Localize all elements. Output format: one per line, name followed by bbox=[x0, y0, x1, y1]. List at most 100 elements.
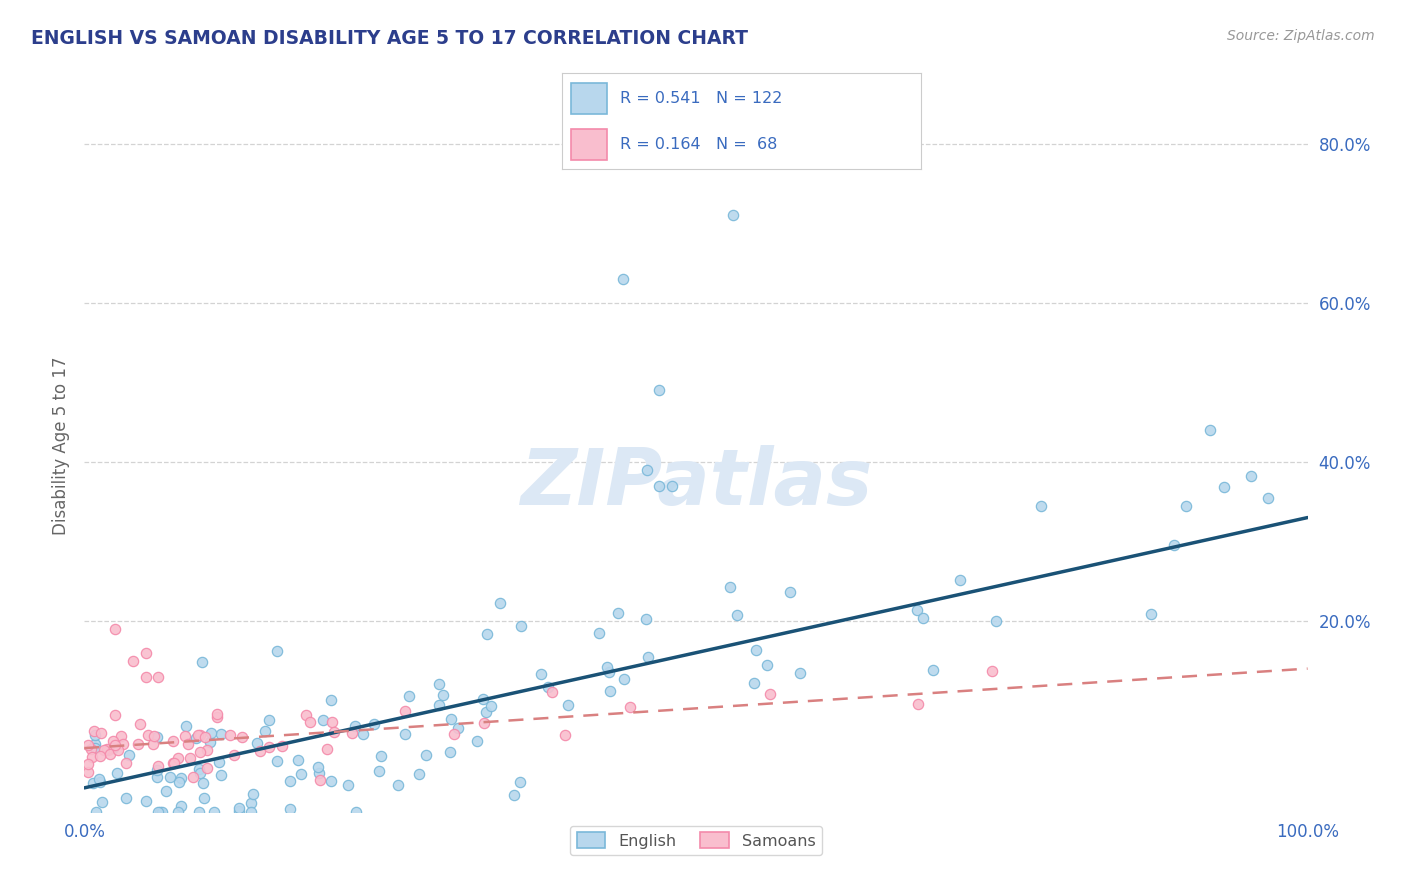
Point bbox=[191, 655, 214, 669]
Point bbox=[146, 763, 169, 777]
Point bbox=[427, 677, 450, 691]
Point bbox=[1198, 423, 1220, 437]
Point bbox=[170, 798, 193, 813]
Point bbox=[200, 726, 222, 740]
Point bbox=[599, 683, 621, 698]
Point bbox=[110, 729, 132, 743]
Point bbox=[981, 665, 1004, 679]
Point bbox=[195, 761, 218, 775]
Text: R = 0.164   N =  68: R = 0.164 N = 68 bbox=[620, 137, 778, 152]
Point bbox=[162, 756, 184, 770]
Point bbox=[634, 612, 657, 626]
Point bbox=[136, 728, 159, 742]
Point bbox=[249, 744, 271, 758]
Point bbox=[554, 728, 576, 742]
Point bbox=[637, 649, 659, 664]
Point bbox=[907, 697, 929, 711]
Point bbox=[745, 643, 768, 657]
Point bbox=[509, 774, 531, 789]
Point bbox=[984, 614, 1007, 628]
Point bbox=[443, 727, 465, 741]
Point bbox=[253, 723, 276, 738]
Point bbox=[612, 272, 634, 286]
Point bbox=[756, 658, 779, 673]
Point bbox=[135, 794, 157, 808]
Point bbox=[83, 724, 105, 739]
Point bbox=[205, 709, 228, 723]
Point bbox=[246, 736, 269, 750]
Point bbox=[162, 733, 184, 747]
Point bbox=[194, 730, 217, 744]
Text: R = 0.541   N = 122: R = 0.541 N = 122 bbox=[620, 91, 782, 105]
Point bbox=[135, 646, 157, 660]
Point bbox=[77, 757, 100, 772]
Point bbox=[598, 665, 620, 679]
Point bbox=[173, 729, 195, 743]
Point bbox=[280, 773, 302, 788]
Point bbox=[394, 727, 416, 741]
Point bbox=[415, 747, 437, 762]
Point bbox=[432, 688, 454, 702]
Point bbox=[104, 622, 127, 636]
Point bbox=[84, 741, 107, 756]
Point bbox=[205, 706, 228, 721]
Point bbox=[1240, 468, 1263, 483]
Point bbox=[503, 789, 526, 803]
Point bbox=[149, 805, 172, 819]
Point bbox=[905, 603, 928, 617]
Point bbox=[912, 611, 935, 625]
Point bbox=[195, 743, 218, 757]
Point bbox=[104, 738, 127, 752]
Point bbox=[316, 742, 339, 756]
Point bbox=[146, 730, 169, 744]
Point bbox=[465, 733, 488, 747]
Point bbox=[187, 762, 209, 776]
Point bbox=[308, 766, 330, 780]
Point bbox=[1029, 499, 1052, 513]
Point bbox=[370, 748, 392, 763]
Point bbox=[1174, 500, 1197, 514]
Point bbox=[105, 766, 128, 780]
Point bbox=[118, 748, 141, 763]
Point bbox=[427, 698, 450, 712]
Point bbox=[122, 654, 145, 668]
Text: ZIPatlas: ZIPatlas bbox=[520, 444, 872, 521]
Point bbox=[270, 739, 292, 753]
Point bbox=[98, 747, 121, 761]
Point bbox=[128, 716, 150, 731]
Point bbox=[779, 585, 801, 599]
Point bbox=[188, 766, 211, 780]
Point bbox=[80, 749, 103, 764]
Point bbox=[322, 725, 344, 739]
Point bbox=[166, 751, 188, 765]
Point bbox=[114, 756, 136, 770]
Point bbox=[159, 770, 181, 784]
Point bbox=[169, 774, 191, 789]
Point bbox=[179, 750, 201, 764]
Point bbox=[198, 735, 221, 749]
Point bbox=[135, 669, 157, 683]
Point bbox=[228, 801, 250, 815]
Point bbox=[96, 742, 118, 756]
Point bbox=[619, 700, 641, 714]
Legend: English, Samoans: English, Samoans bbox=[571, 826, 821, 855]
Point bbox=[145, 770, 167, 784]
Point bbox=[447, 722, 470, 736]
Point bbox=[146, 669, 169, 683]
Point bbox=[76, 764, 98, 779]
Point bbox=[231, 730, 253, 744]
Point bbox=[240, 805, 263, 819]
Point bbox=[146, 805, 169, 819]
Point bbox=[89, 749, 111, 764]
Point bbox=[922, 663, 945, 677]
Point bbox=[298, 715, 321, 730]
Point bbox=[91, 795, 114, 809]
Point bbox=[278, 802, 301, 816]
Point bbox=[648, 384, 671, 398]
Point bbox=[170, 771, 193, 785]
Point bbox=[308, 772, 330, 787]
FancyBboxPatch shape bbox=[571, 83, 607, 113]
Point bbox=[222, 748, 245, 763]
Point bbox=[721, 209, 744, 223]
Point bbox=[146, 758, 169, 772]
